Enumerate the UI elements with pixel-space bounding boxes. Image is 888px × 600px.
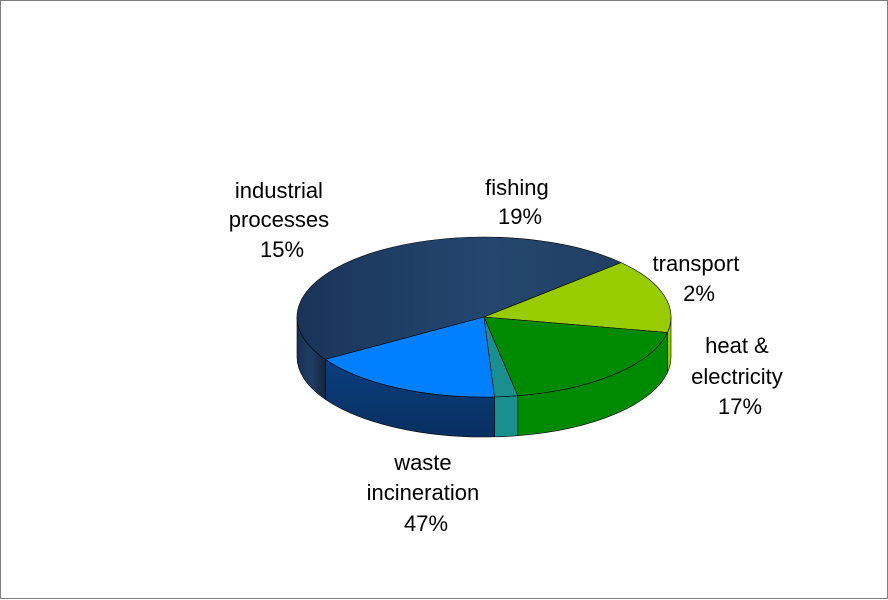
pie-slice-waste-incineration <box>296 236 622 360</box>
label-industrial-pct: 15% <box>260 237 304 262</box>
label-industrial-line2: processes <box>229 207 329 232</box>
pie-slices <box>296 236 672 398</box>
label-industrial-line1: industrial <box>235 178 323 203</box>
label-transport-line1: transport <box>653 251 740 276</box>
label-heat-line1: heat & <box>705 333 769 358</box>
label-fishing-line1: fishing <box>485 175 549 200</box>
pie-slice-heat-electricity <box>325 316 495 398</box>
label-heat-pct: 17% <box>718 394 762 419</box>
label-waste-pct: 47% <box>404 511 448 536</box>
label-heat-line2: electricity <box>691 364 783 389</box>
label-heat: heat & electricity 17% <box>691 333 789 419</box>
slice-labels: industrial processes 15% fishing 19% tra… <box>229 175 789 536</box>
label-waste-line2: incineration <box>367 480 480 505</box>
label-transport: transport 2% <box>653 251 746 306</box>
pie-side-transport <box>494 395 519 438</box>
label-transport-pct: 2% <box>683 281 715 306</box>
label-fishing-pct: 19% <box>498 204 542 229</box>
pie-slice-fishing <box>483 316 668 396</box>
label-waste: waste incineration 47% <box>367 450 486 536</box>
label-waste-line1: waste <box>393 450 451 475</box>
pie-slice-industrial-processes <box>483 262 672 333</box>
label-fishing: fishing 19% <box>485 175 555 229</box>
label-industrial: industrial processes 15% <box>229 178 335 262</box>
